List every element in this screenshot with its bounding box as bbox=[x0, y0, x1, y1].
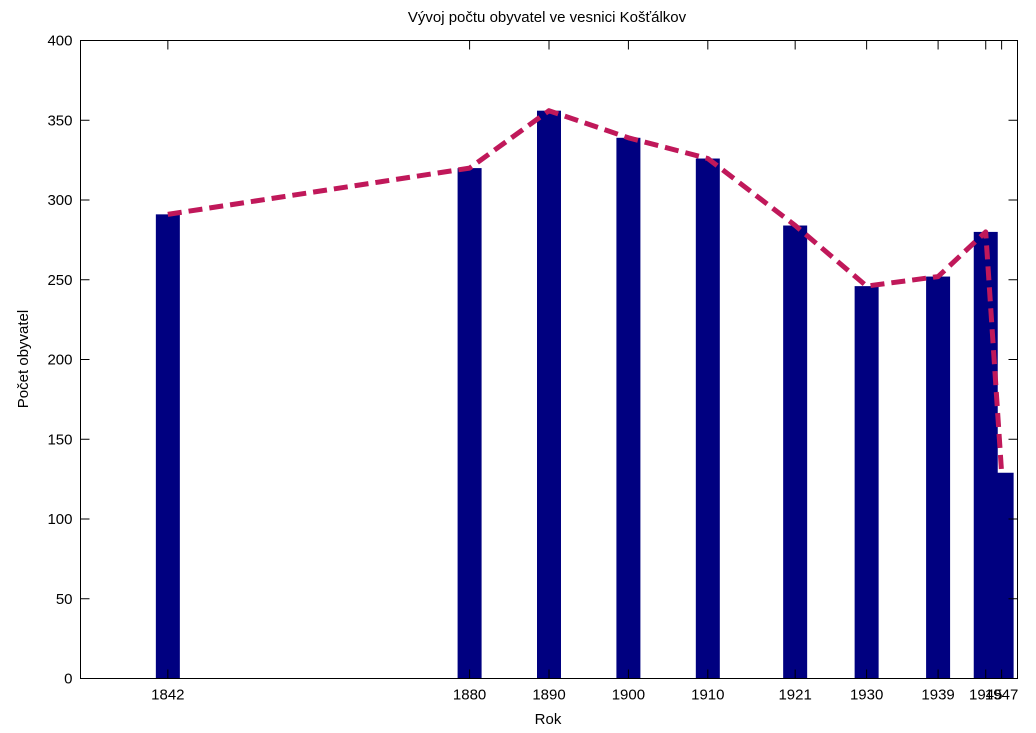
bars-layer bbox=[155, 110, 1014, 679]
x-tick-label: 1947 bbox=[985, 687, 1018, 704]
y-tick-label: 250 bbox=[47, 272, 72, 289]
x-tick-label: 1945 bbox=[969, 687, 1002, 704]
bar-1930 bbox=[854, 286, 879, 679]
y-axis-label: Počet obyvatel bbox=[15, 310, 32, 408]
y-tick-labels: 0 50 100 150 200 250 300 350 400 bbox=[47, 33, 72, 688]
y-tick-label: 200 bbox=[47, 352, 72, 369]
x-tick-label: 1842 bbox=[151, 687, 184, 704]
bar-1900 bbox=[616, 137, 641, 679]
bar-1947 bbox=[989, 472, 1014, 679]
x-tick-label: 1910 bbox=[691, 687, 724, 704]
x-axis-label: Rok bbox=[535, 711, 562, 728]
bar-1939 bbox=[926, 276, 951, 679]
chart-title: Vývoj počtu obyvatel ve vesnici Košťálko… bbox=[408, 9, 687, 26]
x-tick-label: 1930 bbox=[850, 687, 883, 704]
x-tick-label: 1939 bbox=[921, 687, 954, 704]
y-tick-label: 350 bbox=[47, 112, 72, 129]
y-tick-label: 0 bbox=[64, 671, 72, 688]
bar-1880 bbox=[457, 168, 482, 679]
bar-1890 bbox=[537, 110, 561, 679]
ticks-layer bbox=[80, 40, 1018, 679]
y-tick-label: 50 bbox=[56, 591, 73, 608]
bar-1842 bbox=[155, 214, 180, 679]
bar-1921 bbox=[783, 225, 808, 679]
y-tick-label: 150 bbox=[47, 431, 72, 448]
y-tick-label: 300 bbox=[47, 192, 72, 209]
x-tick-label: 1890 bbox=[532, 687, 565, 704]
y-tick-label: 100 bbox=[47, 511, 72, 528]
x-tick-label: 1921 bbox=[778, 687, 811, 704]
bar-1910 bbox=[695, 158, 720, 679]
x-tick-label: 1880 bbox=[453, 687, 486, 704]
y-tick-label: 400 bbox=[47, 33, 72, 50]
x-tick-label: 1900 bbox=[612, 687, 645, 704]
